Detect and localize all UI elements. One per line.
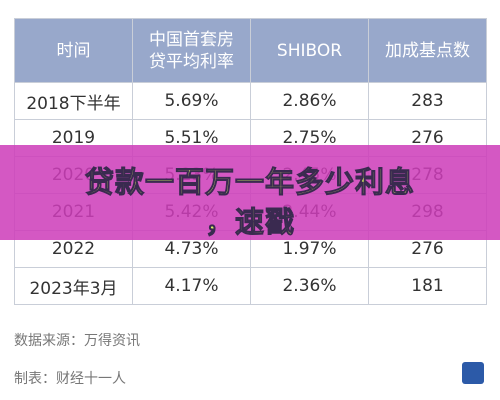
table-cell: 2018下半年 — [14, 82, 133, 120]
header-cell: 中国首套房 贷平均利率 — [132, 18, 251, 83]
table-row: 2023年3月 4.17% 2.36% 181 — [14, 267, 487, 305]
table-cell: 4.17% — [132, 267, 251, 305]
table-cell: 181 — [368, 267, 487, 305]
logo — [462, 362, 484, 384]
header-line: 贷平均利率 — [149, 51, 234, 72]
header-cell: SHIBOR — [250, 18, 369, 83]
banner-text[interactable]: ，速戳 — [204, 205, 295, 240]
table-cell: 2023年3月 — [14, 267, 133, 305]
header-cell: 时间 — [14, 18, 133, 83]
table-cell: 2.86% — [250, 82, 369, 120]
maker-note: 制表：财经十一人 — [14, 371, 126, 387]
table-cell: 283 — [368, 82, 487, 120]
promo-banner[interactable]: 贷款一百万一年多少利息 ，速戳 — [0, 145, 500, 240]
header-line: 中国首套房 — [149, 29, 234, 50]
table-row: 2018下半年 5.69% 2.86% 283 — [14, 82, 487, 120]
source-note: 数据来源：万得资讯 — [14, 333, 140, 349]
table-cell: 2.36% — [250, 267, 369, 305]
banner-text[interactable]: 贷款一百万一年多少利息 — [84, 165, 415, 200]
table-cell: 5.69% — [132, 82, 251, 120]
header-cell: 加成基点数 — [368, 18, 487, 83]
header-row: 时间 中国首套房 贷平均利率 SHIBOR 加成基点数 — [14, 18, 487, 83]
